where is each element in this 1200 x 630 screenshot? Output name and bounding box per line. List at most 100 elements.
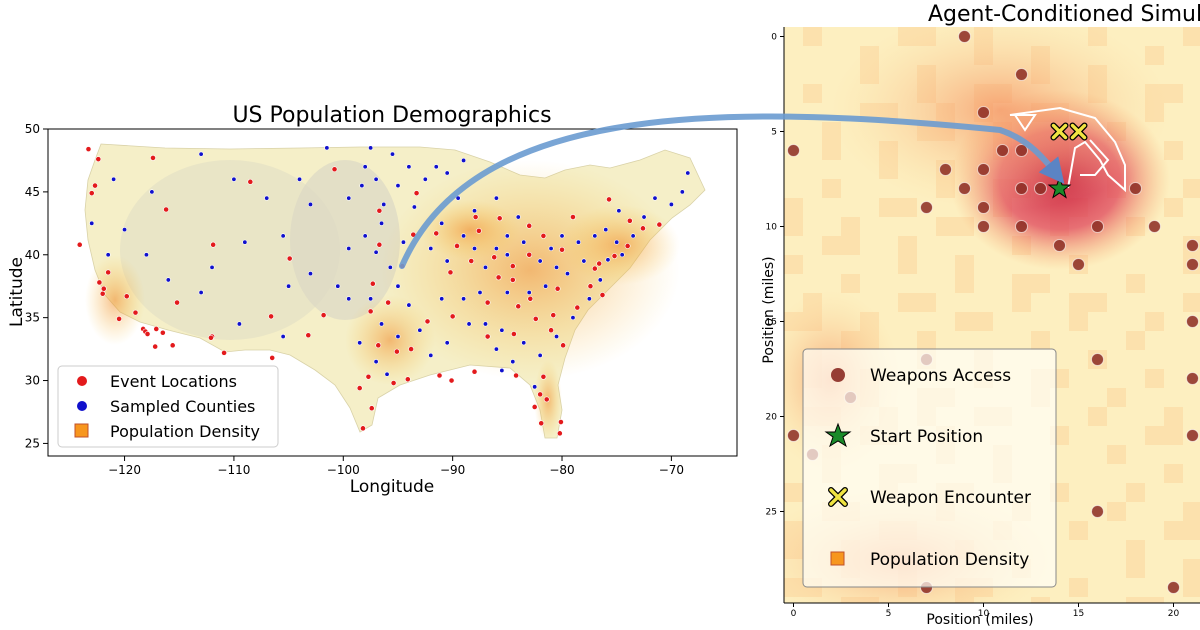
y-tick-label: 50: [25, 122, 40, 136]
event-point: [96, 279, 103, 286]
weapons-access-point: [787, 429, 800, 442]
y-tick-label: 45: [25, 185, 40, 199]
county-point: [461, 157, 467, 163]
density-cell: [1183, 559, 1200, 578]
density-cell: [1183, 27, 1200, 46]
weapons-access-point: [1186, 258, 1199, 271]
density-cell: [898, 255, 917, 274]
event-point: [375, 342, 382, 349]
county-point: [280, 233, 286, 239]
county-point: [335, 283, 341, 289]
event-point: [221, 349, 227, 356]
event-point: [376, 207, 383, 214]
weapons-access-point: [958, 182, 971, 195]
county-point: [362, 164, 368, 170]
density-cell: [1031, 597, 1050, 603]
simulation-title: Agent-Conditioned Simulation: [928, 2, 1200, 27]
event-point: [526, 251, 533, 258]
county-point: [559, 233, 565, 239]
county-point: [548, 245, 554, 251]
legend-sim-density-label: Population Density: [870, 550, 1029, 570]
us-map-legend: Event Locations Sampled Counties Populat…: [57, 365, 279, 448]
county-point: [373, 359, 379, 365]
connecting-arrow: [399, 113, 1065, 269]
event-point: [369, 280, 376, 287]
event-point: [305, 332, 312, 339]
county-point: [242, 239, 248, 245]
event-point: [559, 246, 565, 253]
event-point: [269, 354, 276, 361]
weapons-access-point: [1167, 581, 1180, 594]
sim-x-tick-label: 10: [978, 609, 990, 619]
density-cell: [784, 255, 803, 274]
county-point: [472, 208, 478, 214]
county-point: [521, 239, 527, 245]
county-point: [122, 227, 128, 233]
weapons-access-point: [1148, 220, 1161, 233]
legend-weapons-marker: [831, 368, 845, 382]
event-point: [527, 295, 534, 302]
weapons-access-point: [920, 201, 933, 214]
event-point: [448, 377, 455, 384]
weapons-access-point: [977, 201, 990, 214]
sim-y-tick-label: 10: [766, 223, 778, 233]
weapons-access-point: [1053, 239, 1066, 252]
county-point: [297, 176, 303, 182]
density-cell: [974, 312, 993, 331]
event-point: [509, 277, 516, 283]
event-point: [92, 182, 98, 189]
event-point: [491, 254, 498, 261]
county-point: [554, 264, 560, 270]
county-point: [373, 249, 379, 255]
event-point: [433, 230, 440, 237]
event-point: [515, 303, 522, 310]
event-point: [174, 299, 180, 306]
density-cell: [1145, 369, 1164, 388]
county-point: [499, 327, 505, 333]
county-point: [515, 214, 521, 220]
county-point: [406, 302, 412, 308]
county-point: [357, 340, 363, 346]
weapons-access-point: [1072, 258, 1085, 271]
density-cell: [1164, 464, 1183, 483]
event-point: [159, 329, 166, 336]
legend-county-label: Sampled Counties: [110, 397, 255, 416]
county-point: [630, 233, 636, 239]
event-point: [390, 380, 397, 386]
density-cell: [1069, 293, 1088, 312]
density-cell: [822, 179, 841, 198]
weapons-access-point: [958, 30, 971, 43]
agent-trajectory-branch: [1080, 139, 1110, 176]
legend-density-label: Population Density: [110, 422, 260, 441]
event-point: [132, 309, 139, 316]
event-point: [596, 260, 603, 267]
event-point: [550, 312, 557, 319]
event-point: [606, 196, 612, 203]
event-point: [611, 253, 618, 259]
sim-y-tick-label: 5: [771, 128, 777, 138]
event-point: [587, 283, 594, 290]
density-cell: [1069, 521, 1088, 540]
event-point: [365, 373, 372, 380]
county-point: [616, 208, 622, 214]
start-position-point: [1047, 175, 1072, 199]
event-point: [99, 290, 106, 297]
county-point: [384, 371, 390, 377]
density-cell: [803, 84, 822, 103]
us-map-title: US Population Demographics: [232, 103, 551, 128]
event-point: [376, 241, 383, 248]
event-point: [468, 258, 475, 264]
event-point: [404, 376, 411, 383]
us-map-legend-box: [57, 365, 279, 448]
agent-trajectory: [1009, 106, 1126, 193]
county-point: [537, 352, 543, 358]
x-tick-label: −110: [217, 463, 250, 477]
county-point: [373, 176, 379, 182]
density-cell: [841, 236, 860, 255]
simulation-legend-box: [802, 348, 1057, 588]
simulation-ylabel: Position (miles): [761, 256, 777, 363]
density-cell: [822, 141, 841, 160]
county-point: [581, 258, 587, 264]
simulation-panel: Agent-Conditioned Simulation 0 5 10 15 20 0 5 1…: [761, 2, 1200, 628]
density-cell: [784, 483, 803, 502]
